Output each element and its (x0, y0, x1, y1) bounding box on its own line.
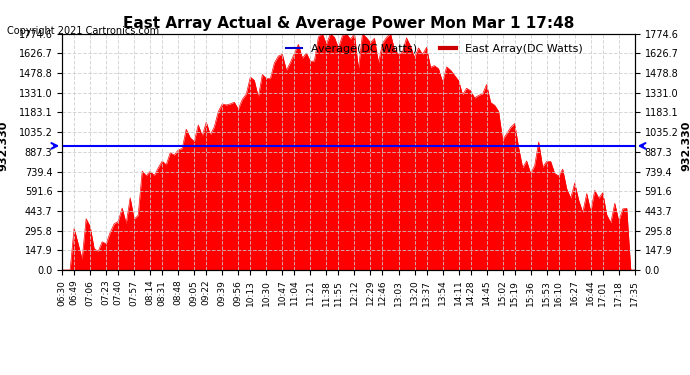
Text: 932.330: 932.330 (682, 121, 690, 171)
Legend: Average(DC Watts), East Array(DC Watts): Average(DC Watts), East Array(DC Watts) (282, 39, 587, 58)
Text: 932.330: 932.330 (0, 121, 8, 171)
Text: Copyright 2021 Cartronics.com: Copyright 2021 Cartronics.com (7, 26, 159, 36)
Title: East Array Actual & Average Power Mon Mar 1 17:48: East Array Actual & Average Power Mon Ma… (123, 16, 574, 31)
